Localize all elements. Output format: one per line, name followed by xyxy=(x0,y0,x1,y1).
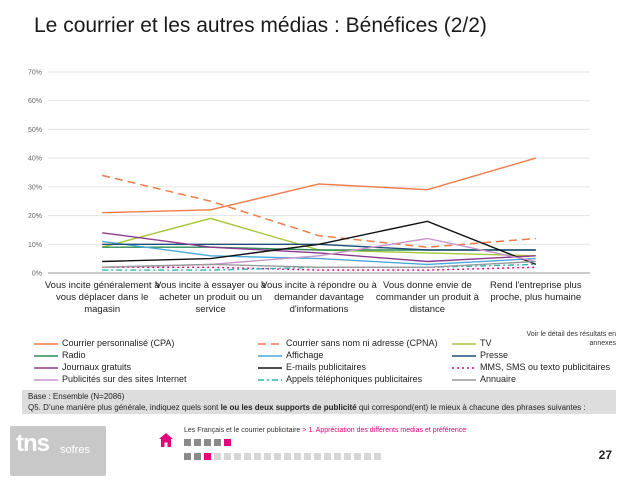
progress-square xyxy=(374,453,381,460)
y-tick-label: 60% xyxy=(28,98,42,105)
question-bold: le ou les deux supports de publicité xyxy=(220,403,357,412)
legend-label: Presse xyxy=(480,350,509,360)
base-question-box: Base : Ensemble (N=2086) Q5. D’une maniè… xyxy=(22,390,616,414)
progress-square xyxy=(274,453,281,460)
legend-swatch xyxy=(258,355,282,357)
chart-series xyxy=(102,157,537,271)
y-tick-label: 50% xyxy=(28,127,42,134)
annex-note: Voir le détail des résultats en annexes xyxy=(526,331,617,347)
breadcrumb-section[interactable]: 1. Appréciation des différents medias et… xyxy=(308,427,467,434)
progress-square xyxy=(354,453,361,460)
progress-square xyxy=(364,453,371,460)
breadcrumb-separator: > xyxy=(300,427,309,434)
progress-square xyxy=(324,453,331,460)
x-tick-label: Vous incite généralement à vous déplacer… xyxy=(44,280,160,315)
progress-square xyxy=(204,439,211,446)
y-axis: 0% 10% 20% 30% 40% 50% 60% 70% xyxy=(28,70,42,278)
breadcrumb: Les Français et le courrier publicitaire… xyxy=(184,427,466,434)
question-prefix: Q5. D’une manière plus générale, indique… xyxy=(28,403,221,412)
progress-square xyxy=(204,453,211,460)
legend-swatch xyxy=(452,343,476,345)
legend-swatch xyxy=(258,379,282,381)
logo-tns-text: tns xyxy=(16,430,50,457)
series-line xyxy=(102,220,537,266)
y-tick-label: 40% xyxy=(28,156,42,163)
legend-swatch xyxy=(258,343,282,345)
series-line xyxy=(102,174,536,248)
breadcrumb-main: Les Français et le courrier publicitaire xyxy=(184,427,301,434)
legend-label: E-mails publicitaires xyxy=(286,362,367,372)
progress-square xyxy=(194,453,201,460)
x-tick-label: Vous incite à répondre ou à demander dav… xyxy=(261,280,377,315)
base-text: Base : Ensemble (N=2086) xyxy=(28,392,125,401)
legend-label: Affichage xyxy=(286,350,324,360)
x-tick-label: Rend l'entreprise plus proche, plus huma… xyxy=(490,280,582,303)
legend-label: TV xyxy=(480,338,492,348)
series-line xyxy=(102,266,536,271)
legend-label: Appels téléphoniques publicitaires xyxy=(286,374,423,384)
progress-square xyxy=(224,453,231,460)
y-tick-label: 20% xyxy=(28,213,42,220)
question-suffix: qui correspond(ent) le mieux à chacune d… xyxy=(356,403,586,412)
legend-label: Courrier sans nom ni adresse (CPNA) xyxy=(286,338,438,348)
progress-square xyxy=(214,439,221,446)
legend-swatch xyxy=(34,355,58,357)
legend-swatch xyxy=(34,379,58,381)
progress-square xyxy=(184,439,191,446)
legend-swatch xyxy=(34,343,58,345)
y-tick-label: 10% xyxy=(28,242,42,249)
chart-gridlines xyxy=(48,71,590,274)
page-title: Le courrier et les autres médias : Bénéf… xyxy=(34,14,487,37)
legend-label: MMS, SMS ou texto publicitaires xyxy=(480,362,611,372)
progress-square xyxy=(344,453,351,460)
series-line xyxy=(102,232,536,263)
question-text: Q5. D’une manière plus générale, indique… xyxy=(28,402,610,413)
progress-square xyxy=(194,439,201,446)
progress-square xyxy=(304,453,311,460)
legend-swatch xyxy=(452,367,476,369)
series-line xyxy=(102,240,536,266)
page-number: 27 xyxy=(598,448,612,462)
progress-square xyxy=(264,453,271,460)
logo-sofres-text: sofres xyxy=(60,444,90,456)
series-line xyxy=(102,157,536,214)
footer: tns sofres Les Français et le courrier p… xyxy=(0,418,638,482)
series-line xyxy=(102,260,536,268)
legend-label: Publicités sur des sites Internet xyxy=(62,374,187,384)
home-icon[interactable] xyxy=(158,432,174,448)
progress-square xyxy=(254,453,261,460)
legend-swatch xyxy=(452,379,476,381)
y-tick-label: 0% xyxy=(32,271,42,278)
progress-square xyxy=(234,453,241,460)
progress-square xyxy=(224,439,231,446)
progress-square xyxy=(214,453,221,460)
progress-square xyxy=(244,453,251,460)
legend-swatch xyxy=(258,367,282,369)
legend-label: Journaux gratuits xyxy=(62,362,132,372)
tns-sofres-logo: tns sofres xyxy=(10,426,106,476)
legend-label: Courrier personnalisé (CPA) xyxy=(62,338,175,348)
y-tick-label: 30% xyxy=(28,184,42,191)
legend-swatch xyxy=(34,367,58,369)
legend-label: Radio xyxy=(62,350,86,360)
progress-square xyxy=(284,453,291,460)
x-tick-label: Vous incite à essayer ou à acheter un pr… xyxy=(155,280,267,315)
legend-swatch xyxy=(452,355,476,357)
y-tick-label: 70% xyxy=(28,70,42,77)
progress-square xyxy=(314,453,321,460)
series-line xyxy=(102,263,536,271)
line-chart: 0% 10% 20% 30% 40% 50% 60% 70% xyxy=(28,70,590,278)
progress-square xyxy=(184,453,191,460)
progress-square xyxy=(334,453,341,460)
progress-square xyxy=(294,453,301,460)
legend-label: Annuaire xyxy=(480,374,517,384)
x-tick-label: Vous donne envie de commander un produit… xyxy=(375,280,479,315)
